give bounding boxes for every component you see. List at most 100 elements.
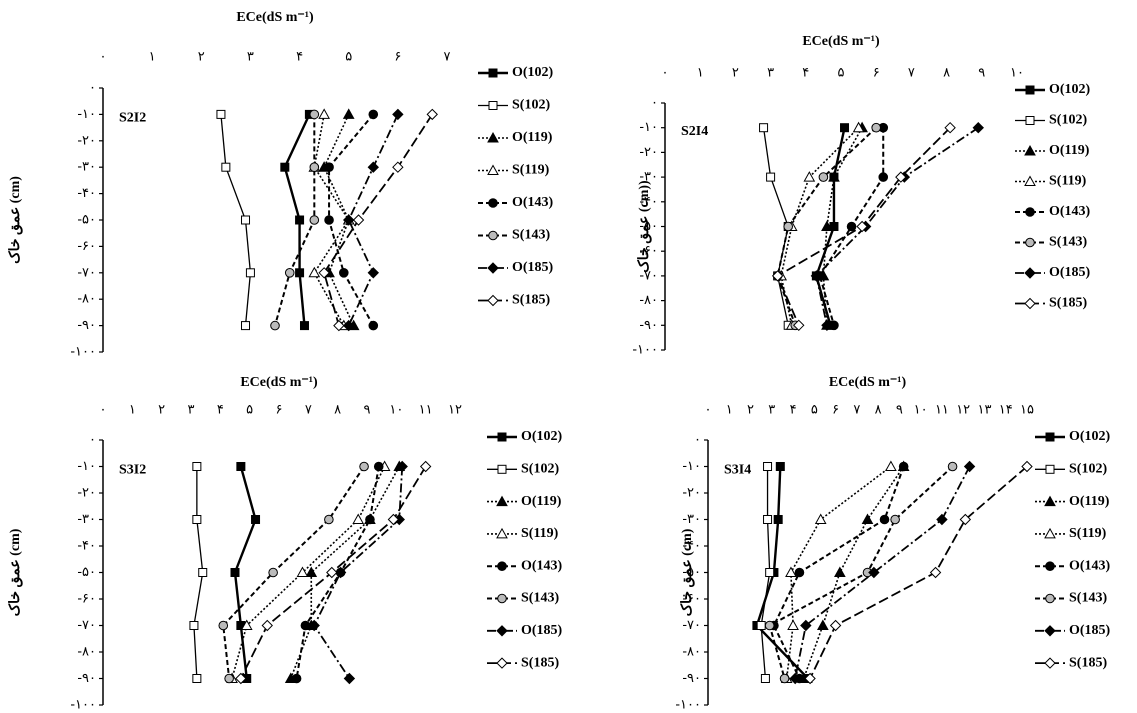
point (305, 566, 318, 577)
point (810, 270, 823, 282)
point (764, 620, 775, 631)
point (326, 566, 338, 579)
legend-label: O(143) (512, 195, 554, 210)
legend-marker (496, 625, 508, 637)
y-tick-label: -۷۰ (639, 268, 658, 283)
y-axis-title: عمق خاک (cm) (679, 528, 695, 616)
point (334, 566, 347, 579)
y-tick-label: -۲۰ (77, 486, 96, 501)
x-tick-label: ۱۴ (999, 403, 1013, 418)
legend-label: O(119) (1069, 494, 1110, 509)
point (251, 515, 261, 524)
x-tick-label: ۱۲ (448, 403, 462, 418)
x-tick-label: ۶ (394, 50, 401, 65)
point (308, 619, 320, 632)
point (352, 513, 365, 524)
y-tick-label: -۹۰ (639, 318, 658, 333)
point (241, 215, 251, 225)
y-tick-label: -۹۰ (77, 671, 96, 686)
legend-label: S(119) (512, 163, 550, 178)
point (885, 460, 897, 471)
point (291, 673, 302, 684)
legend-label: S(143) (1049, 235, 1087, 250)
y-tick-label: -۹۰ (682, 671, 701, 686)
point (871, 122, 882, 133)
point (426, 108, 438, 121)
x-tick-label: ۱ (697, 66, 704, 81)
x-tick-label: ۷ (853, 403, 860, 418)
x-tick-label: ۱۱ (419, 403, 433, 418)
point (392, 108, 404, 121)
point (235, 672, 247, 685)
point (295, 268, 305, 278)
series-line (780, 127, 860, 326)
y-axis-title: عمق خاک (cm)) (636, 180, 652, 273)
y-tick-label: -۴۰ (77, 186, 96, 201)
point (898, 461, 909, 472)
series-line (794, 466, 971, 679)
x-tick-label: ۷ (444, 50, 451, 65)
x-tick-label: ۳ (247, 50, 254, 65)
y-tick-label: -۳۰ (639, 170, 658, 185)
x-tick-label: ۵ (246, 403, 253, 418)
y-tick-label: -۸۰ (77, 645, 96, 660)
legend-label: O(119) (512, 130, 553, 145)
point (963, 460, 976, 473)
point (299, 321, 309, 331)
point (352, 214, 365, 226)
y-tick-label: -۷۰ (77, 618, 96, 633)
y-tick-label: -۱۰ (77, 459, 96, 474)
point (959, 513, 972, 526)
panel-label: S3I2 (119, 463, 146, 478)
x-tick-label: ۸ (334, 403, 341, 418)
point (359, 461, 369, 472)
point (818, 172, 829, 182)
x-tick-label: ۱ (149, 50, 156, 65)
legend-marker (496, 495, 508, 507)
x-tick-label: ۱ (726, 403, 733, 418)
point (396, 460, 408, 473)
legend-marker (1044, 495, 1056, 507)
point (308, 266, 321, 278)
legend-label: O(102) (1049, 82, 1091, 97)
point (775, 462, 785, 471)
x-axis-title: ECe(dS m⁻¹) (240, 375, 318, 390)
panel: ECe(dS m⁻¹) عمق خاک (cm) S2I2 ۰ ۱ ۲ ۳ ۴ ۵ ۶ ۷ ۰ -۱۰ -… (7, 10, 553, 359)
y-tick-label: -۳۰ (77, 512, 96, 527)
x-tick-label: ۱۰ (1010, 66, 1024, 81)
x-tick-label: ۵ (838, 66, 845, 81)
point (373, 461, 384, 472)
y-tick-label: -۱۰ (77, 107, 96, 122)
x-tick-label: ۱۲ (956, 403, 970, 418)
x-tick-label: ۵ (811, 403, 818, 418)
point (240, 619, 253, 630)
legend-marker (497, 464, 507, 474)
point (771, 270, 784, 282)
x-tick-label: ۲ (747, 403, 754, 418)
legend-marker (487, 164, 499, 175)
x-tick-label: ۱۳ (977, 403, 991, 418)
y-tick-label: -۸۰ (639, 293, 658, 308)
legend-label: S(185) (1049, 296, 1087, 311)
x-tick-label: ۳ (768, 403, 775, 418)
y-tick-label: -۱۰ (682, 459, 701, 474)
legend-marker (496, 527, 508, 539)
point (846, 221, 857, 232)
point (936, 513, 948, 526)
point (787, 619, 799, 630)
y-tick-label: -۷۰ (77, 265, 96, 280)
x-tick-label: ۱۰ (389, 403, 403, 418)
legend-marker (488, 101, 498, 110)
legend-label: S(119) (521, 526, 559, 541)
point (763, 462, 773, 471)
series-line (815, 126, 979, 326)
legend-marker (488, 198, 498, 208)
point (789, 672, 801, 685)
x-tick-label: ۴ (296, 50, 303, 65)
point (783, 221, 794, 232)
point (284, 268, 295, 278)
point (785, 566, 797, 577)
y-tick-label: -۵۰ (77, 213, 96, 228)
